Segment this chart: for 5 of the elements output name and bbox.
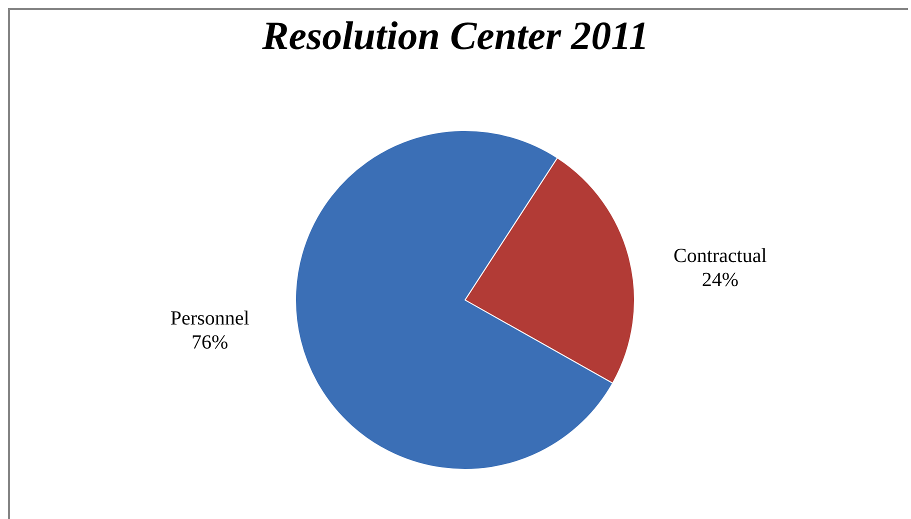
slice-label: Contractual: [673, 244, 768, 267]
chart-title: Resolution Center 2011: [261, 12, 650, 59]
slice-label: Personnel: [170, 308, 250, 330]
data-label: 76%: [192, 332, 228, 354]
data-label: 24%: [702, 268, 738, 291]
